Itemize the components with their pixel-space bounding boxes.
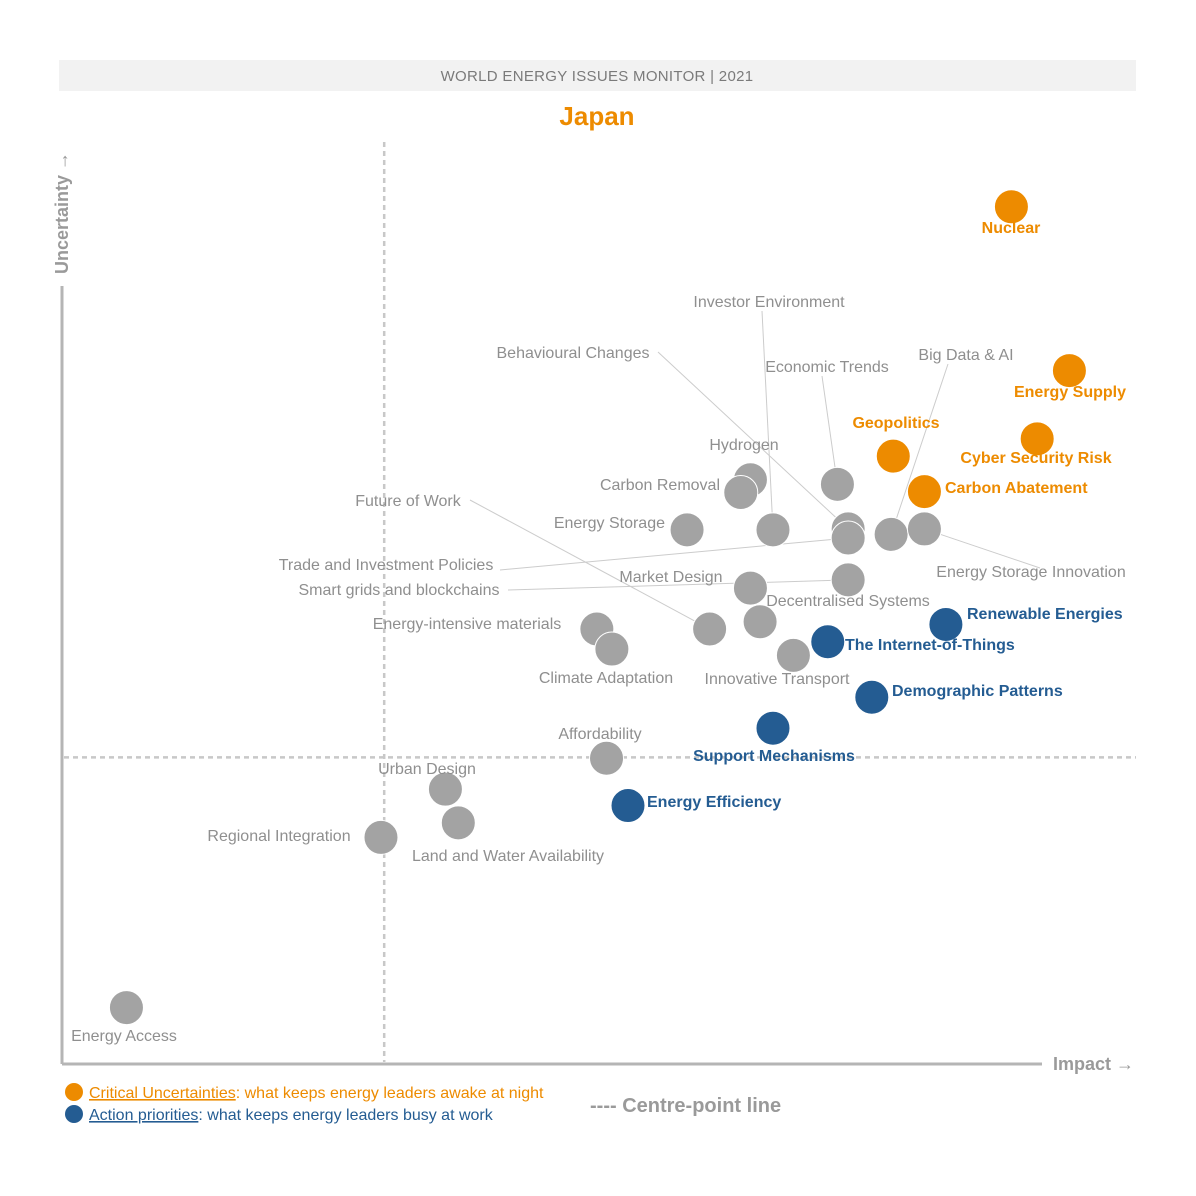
label-energy-efficiency: Energy Efficiency: [647, 794, 781, 811]
point-geopolitics: [875, 438, 911, 474]
leader-line-economic-trends: [821, 375, 838, 485]
label-regional-integration: Regional Integration: [207, 828, 350, 845]
data-labels: Hydrogen Carbon Removal Energy Storage Inve…: [71, 220, 1126, 1045]
x-axis-label: Impact →: [1053, 1054, 1134, 1074]
point-nuclear: [993, 189, 1029, 225]
legend-action-marker: [65, 1105, 83, 1123]
label-energy-intensive-materials: Energy-intensive materials: [373, 616, 562, 633]
point-decentralised-systems: [742, 604, 778, 640]
point-cyber-security-risk: [1019, 421, 1055, 457]
label-energy-supply: Energy Supply: [1014, 384, 1126, 401]
leader-line-future-of-work: [469, 499, 710, 630]
legend-action-desc: : what keeps energy leaders busy at work: [198, 1107, 493, 1124]
country-title: Japan: [559, 101, 634, 131]
label-decentralised-systems: Decentralised Systems: [766, 593, 930, 610]
label-future-of-work: Future of Work: [355, 493, 462, 510]
label-innovative-transport: Innovative Transport: [705, 671, 851, 688]
label-support-mechanisms: Support Mechanisms: [693, 748, 855, 765]
point-affordability: [589, 740, 625, 776]
label-energy-access: Energy Access: [71, 1028, 177, 1045]
label-climate-adaptation: Climate Adaptation: [539, 670, 673, 687]
point-urban-design: [427, 771, 463, 807]
label-nuclear: Nuclear: [982, 220, 1041, 237]
point-carbon-abatement: [906, 474, 942, 510]
point-energy-storage: [669, 512, 705, 548]
label-smart-grids-and-blockchains: Smart grids and blockchains: [299, 582, 500, 599]
point-support-mechanisms: [755, 710, 791, 746]
label-renewable-energies: Renewable Energies: [967, 606, 1123, 623]
point-regional-integration: [363, 819, 399, 855]
label-cyber-security-risk: Cyber Security Risk: [960, 450, 1111, 467]
legend-action-title: Action priorities: [89, 1107, 198, 1124]
legend-critical-marker: [65, 1083, 83, 1101]
point-investor-environment: [755, 512, 791, 548]
leader-lines: [469, 310, 1041, 630]
point-future-of-work: [692, 611, 728, 647]
point-climate-adaptation: [594, 631, 630, 667]
label-land-and-water-availability: Land and Water Availability: [412, 848, 604, 865]
point-innovative-transport: [775, 637, 811, 673]
leader-line-trade-and-investment-policies: [499, 537, 849, 571]
label-carbon-abatement: Carbon Abatement: [945, 480, 1088, 497]
point-land-and-water-availability: [440, 805, 476, 841]
legend-critical-desc: : what keeps energy leaders awake at nig…: [236, 1085, 544, 1102]
leader-line-energy-storage-innovation: [924, 528, 1041, 569]
label-economic-trends: Economic Trends: [765, 359, 889, 376]
leader-line-big-data-and-ai: [890, 363, 949, 535]
label-hydrogen: Hydrogen: [709, 437, 778, 454]
label-the-internet-of-things: The Internet-of-Things: [845, 637, 1015, 654]
point-energy-access: [108, 990, 144, 1026]
label-energy-storage: Energy Storage: [554, 515, 665, 532]
legend-action: Action priorities: what keeps energy lea…: [89, 1107, 494, 1124]
point-renewable-energies: [928, 606, 964, 642]
point-smart-grids-and-blockchains: [830, 562, 866, 598]
header-banner: [59, 60, 1136, 91]
banner-title: WORLD ENERGY ISSUES MONITOR | 2021: [441, 68, 754, 85]
legend-critical: Critical Uncertainties: what keeps energ…: [89, 1085, 544, 1102]
y-axis-label: Uncertainty →: [52, 152, 72, 274]
label-market-design: Market Design: [619, 569, 722, 586]
point-trade-and-investment-policies: [830, 520, 866, 556]
label-investor-environment: Investor Environment: [693, 294, 845, 311]
point-energy-supply: [1051, 353, 1087, 389]
point-the-internet-of-things: [810, 624, 846, 660]
legend-centre-line: ---- Centre-point line: [590, 1095, 781, 1117]
label-big-data-and-ai: Big Data & AI: [918, 347, 1013, 364]
point-energy-storage-innovation: [906, 511, 942, 547]
leader-line-behavioural-changes: [657, 351, 849, 530]
point-big-data-and-ai: [873, 516, 909, 552]
leader-line-smart-grids-and-blockchains: [507, 579, 849, 591]
data-points: [108, 189, 1087, 1026]
label-demographic-patterns: Demographic Patterns: [892, 683, 1063, 700]
point-demographic-patterns: [854, 679, 890, 715]
point-energy-efficiency: [610, 788, 646, 824]
label-affordability: Affordability: [558, 726, 641, 743]
point-market-design: [732, 570, 768, 606]
label-geopolitics: Geopolitics: [852, 415, 939, 432]
label-trade-and-investment-policies: Trade and Investment Policies: [279, 557, 494, 574]
point-carbon-removal: [723, 475, 759, 511]
point-economic-trends: [819, 466, 855, 502]
label-carbon-removal: Carbon Removal: [600, 477, 720, 494]
label-energy-storage-innovation: Energy Storage Innovation: [936, 564, 1125, 581]
leader-line-investor-environment: [761, 310, 774, 530]
legend-critical-title: Critical Uncertainties: [89, 1085, 236, 1102]
label-urban-design: Urban Design: [378, 761, 476, 778]
label-behavioural-changes: Behavioural Changes: [497, 345, 650, 362]
